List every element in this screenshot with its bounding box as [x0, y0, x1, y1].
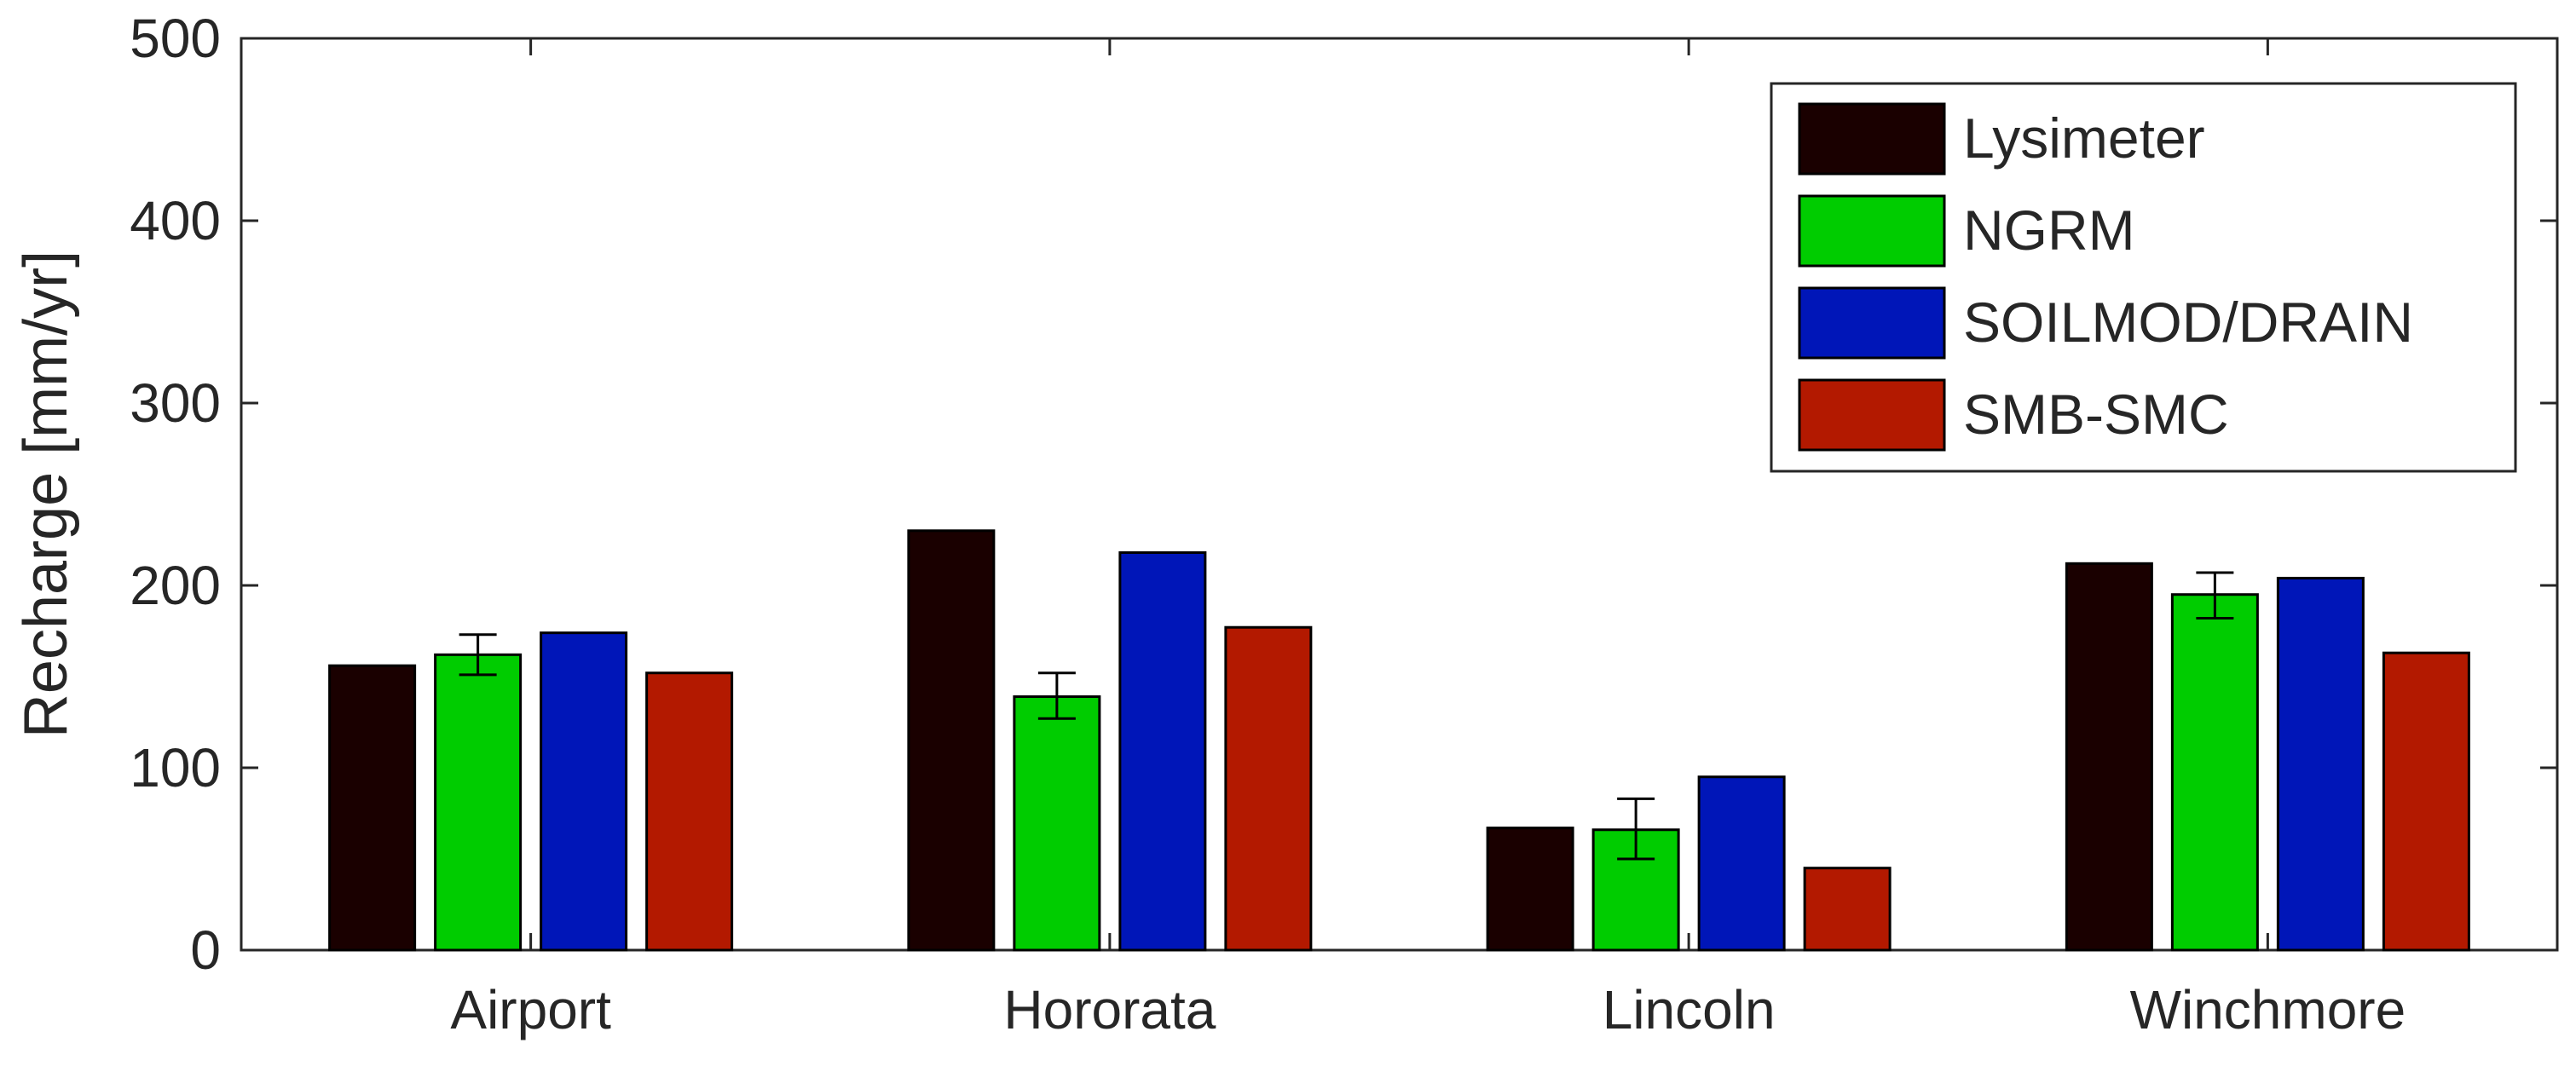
- legend-swatch: [1798, 102, 1946, 176]
- legend-swatch: [1798, 378, 1946, 452]
- error-bar: [2196, 571, 2234, 620]
- category-label: Winchmore: [2130, 979, 2406, 1040]
- y-tick-label: 200: [130, 555, 221, 616]
- bar: [2382, 651, 2470, 952]
- bar: [2170, 593, 2259, 952]
- y-tick-label: 300: [130, 372, 221, 434]
- bar: [645, 671, 734, 952]
- y-tick-label: 500: [130, 8, 221, 69]
- legend-swatch: [1798, 194, 1946, 268]
- plot-frame: [240, 37, 2559, 952]
- y-tick-label: 400: [130, 190, 221, 251]
- bar: [2065, 562, 2153, 952]
- bar: [1486, 827, 1574, 952]
- bar: [434, 653, 523, 952]
- error-bar: [459, 633, 497, 677]
- bar: [1013, 695, 1101, 952]
- error-bar: [1617, 797, 1655, 861]
- legend-swatch: [1798, 286, 1946, 360]
- y-tick-label: 0: [190, 919, 221, 981]
- bar: [1118, 550, 1207, 952]
- legend-label: SOILMOD/DRAIN: [1963, 291, 2413, 354]
- bar: [1224, 625, 1313, 952]
- category-label: Hororata: [1003, 979, 1216, 1040]
- bar: [1697, 775, 1786, 952]
- legend-label: Lysimeter: [1963, 107, 2205, 170]
- bar: [2276, 576, 2365, 952]
- category-label: Airport: [450, 979, 611, 1040]
- y-axis-title: Recharge [mm/yr]: [12, 251, 80, 738]
- bar: [907, 529, 996, 952]
- legend-label: SMB-SMC: [1963, 383, 2229, 446]
- error-bar: [1037, 671, 1076, 720]
- category-label: Lincoln: [1603, 979, 1776, 1040]
- bar: [328, 664, 417, 952]
- y-tick-label: 100: [130, 737, 221, 798]
- legend-label: NGRM: [1963, 199, 2135, 262]
- bar: [540, 631, 628, 952]
- bar: [1803, 867, 1892, 952]
